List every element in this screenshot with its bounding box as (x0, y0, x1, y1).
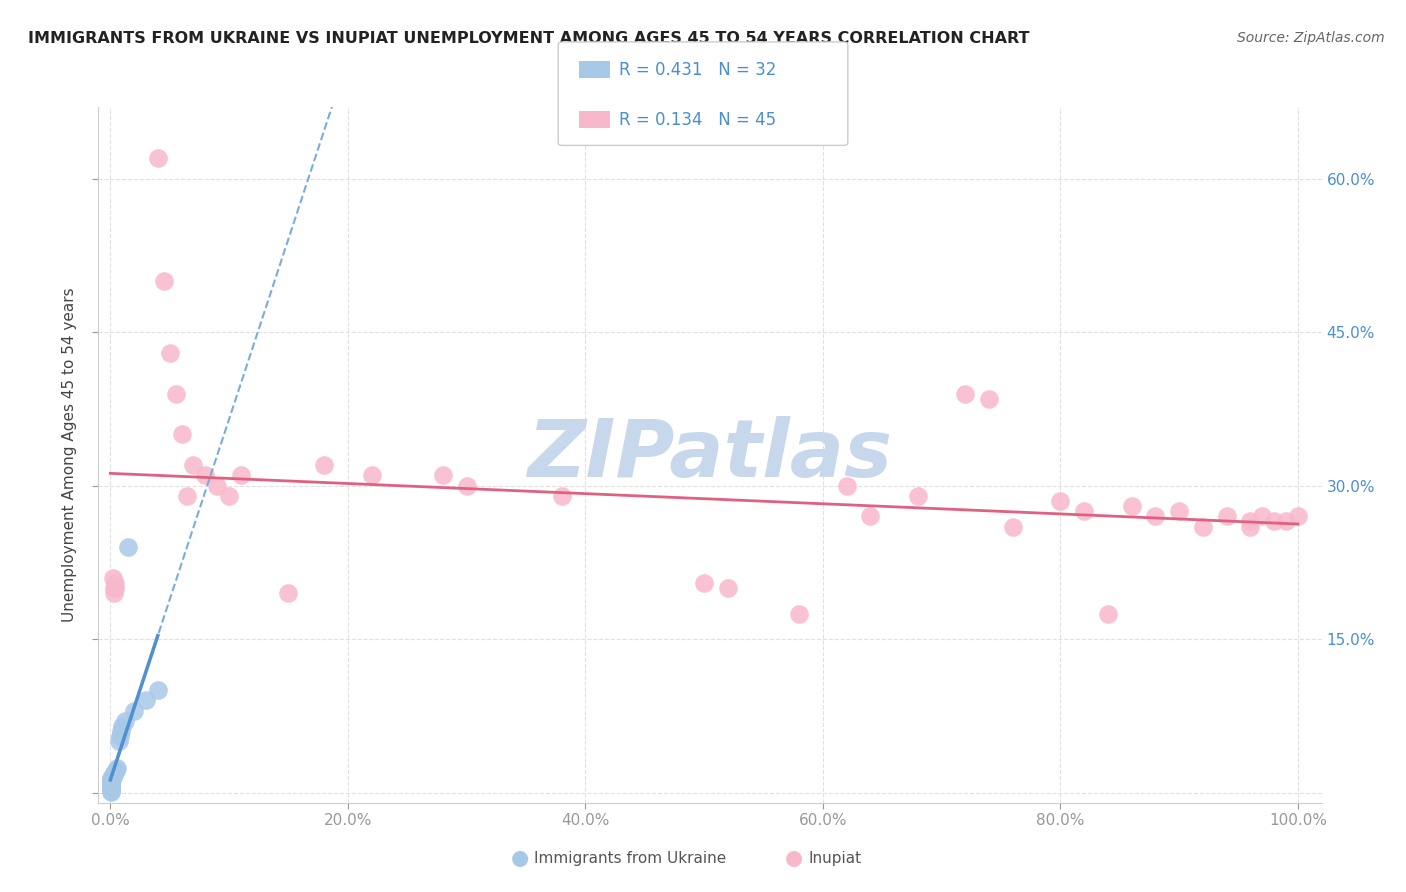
Point (277, 586, 299, 600)
Point (103, 581, 125, 595)
Text: Inupiat: Inupiat (808, 851, 862, 865)
Point (100, 775, 122, 789)
Point (100, 771, 122, 785)
Text: ZIPatlas: ZIPatlas (527, 416, 893, 494)
Point (100, 780, 122, 794)
Point (100, 780, 122, 795)
Point (100, 777, 122, 791)
Point (170, 427, 193, 442)
Point (550, 489, 572, 503)
Point (104, 581, 127, 595)
Point (100, 784, 122, 798)
Point (360, 468, 382, 483)
Text: Source: ZipAtlas.com: Source: ZipAtlas.com (1237, 31, 1385, 45)
Point (194, 468, 217, 483)
Text: Immigrants from Ukraine: Immigrants from Ukraine (534, 851, 727, 865)
Point (100, 774, 122, 789)
Point (146, 683, 169, 698)
Point (100, 775, 122, 789)
Point (105, 763, 128, 777)
Point (1168, 504, 1191, 518)
Point (117, 540, 139, 554)
Point (456, 478, 478, 492)
Point (100, 776, 122, 790)
Point (907, 489, 929, 503)
Point (787, 607, 810, 621)
Point (1263, 515, 1285, 529)
Point (108, 729, 131, 743)
Point (100, 783, 122, 797)
Point (100, 781, 122, 796)
Point (955, 386, 977, 401)
Point (146, 151, 169, 165)
Point (107, 761, 129, 775)
Text: R = 0.431   N = 32: R = 0.431 N = 32 (619, 61, 776, 78)
Text: R = 0.134   N = 45: R = 0.134 N = 45 (619, 111, 776, 128)
Point (1275, 515, 1298, 529)
Point (103, 767, 125, 781)
Point (176, 489, 198, 503)
Point (122, 704, 145, 718)
Point (1251, 509, 1274, 524)
Point (159, 345, 181, 359)
Point (165, 386, 187, 401)
Point (100, 773, 122, 788)
Point (100, 772, 122, 787)
Text: ●: ● (512, 848, 529, 868)
Point (1049, 494, 1071, 508)
Point (104, 765, 127, 780)
Point (977, 392, 1000, 406)
Point (101, 571, 124, 585)
Point (1239, 515, 1261, 529)
Point (205, 478, 228, 492)
Point (859, 509, 882, 524)
Text: IMMIGRANTS FROM UKRAINE VS INUPIAT UNEMPLOYMENT AMONG AGES 45 TO 54 YEARS CORREL: IMMIGRANTS FROM UKRAINE VS INUPIAT UNEMP… (28, 31, 1029, 46)
Y-axis label: Unemployment Among Ages 45 to 54 years: Unemployment Among Ages 45 to 54 years (62, 287, 77, 623)
Point (100, 778, 122, 792)
Point (1286, 509, 1309, 524)
Point (103, 766, 125, 780)
Point (101, 770, 124, 784)
Point (312, 458, 335, 472)
Point (1097, 607, 1119, 621)
Point (111, 719, 134, 733)
Point (107, 734, 129, 748)
Point (1192, 519, 1215, 533)
Point (1239, 519, 1261, 533)
Point (835, 478, 858, 492)
Point (104, 575, 127, 590)
Point (717, 581, 740, 595)
Point (103, 586, 125, 600)
Point (1073, 504, 1095, 518)
Point (229, 468, 252, 483)
Point (1121, 499, 1143, 513)
Point (183, 458, 205, 472)
Point (152, 274, 174, 288)
Point (101, 768, 124, 782)
Point (1144, 509, 1167, 524)
Point (1001, 519, 1024, 533)
Point (1215, 509, 1237, 524)
Point (101, 769, 124, 783)
Point (114, 714, 136, 728)
Point (100, 782, 122, 797)
Point (693, 575, 716, 590)
Point (432, 468, 454, 483)
Text: ●: ● (786, 848, 803, 868)
Point (218, 489, 240, 503)
Point (110, 724, 132, 739)
Point (135, 693, 157, 707)
